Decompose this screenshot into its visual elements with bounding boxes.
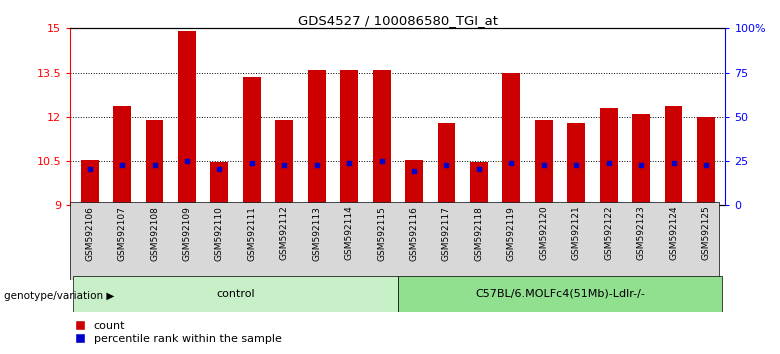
Bar	[398, 276, 722, 312]
Text: GSM592123: GSM592123	[636, 206, 646, 261]
Bar	[632, 114, 650, 205]
Bar	[535, 120, 553, 205]
Text: GSM592113: GSM592113	[312, 206, 321, 261]
Legend: count, percentile rank within the sample: count, percentile rank within the sample	[76, 321, 282, 344]
Bar	[405, 160, 423, 205]
Bar	[438, 123, 456, 205]
Bar	[73, 276, 398, 312]
Bar	[697, 117, 714, 205]
Text: GSM592110: GSM592110	[215, 206, 224, 261]
Text: GSM592121: GSM592121	[572, 206, 580, 261]
Text: GSM592114: GSM592114	[345, 206, 353, 261]
Text: GSM592108: GSM592108	[150, 206, 159, 261]
Bar	[470, 162, 488, 205]
Bar	[211, 162, 229, 205]
Text: C57BL/6.MOLFc4(51Mb)-Ldlr-/-: C57BL/6.MOLFc4(51Mb)-Ldlr-/-	[475, 289, 645, 299]
Bar	[113, 107, 131, 205]
Bar	[567, 123, 585, 205]
Bar	[81, 160, 98, 205]
Bar	[308, 70, 325, 205]
Bar	[665, 107, 682, 205]
Text: GSM592106: GSM592106	[85, 206, 94, 261]
Text: GSM592116: GSM592116	[410, 206, 419, 261]
Text: GSM592109: GSM592109	[183, 206, 191, 261]
Text: GSM592122: GSM592122	[604, 206, 613, 260]
Bar	[275, 120, 293, 205]
Bar	[243, 77, 261, 205]
Text: GSM592125: GSM592125	[701, 206, 711, 261]
Text: GSM592115: GSM592115	[377, 206, 386, 261]
Text: GSM592119: GSM592119	[507, 206, 516, 261]
Bar	[340, 70, 358, 205]
Bar	[146, 120, 164, 205]
Text: genotype/variation ▶: genotype/variation ▶	[4, 291, 115, 301]
Text: GSM592120: GSM592120	[539, 206, 548, 261]
Bar	[502, 73, 520, 205]
Bar	[600, 108, 618, 205]
Bar	[373, 70, 391, 205]
Text: GSM592118: GSM592118	[474, 206, 484, 261]
Text: GSM592112: GSM592112	[280, 206, 289, 261]
Title: GDS4527 / 100086580_TGI_at: GDS4527 / 100086580_TGI_at	[298, 14, 498, 27]
Text: GSM592124: GSM592124	[669, 206, 678, 260]
Bar	[178, 31, 196, 205]
Text: GSM592107: GSM592107	[118, 206, 126, 261]
Text: GSM592117: GSM592117	[442, 206, 451, 261]
Text: GSM592111: GSM592111	[247, 206, 257, 261]
Text: control: control	[216, 289, 255, 299]
